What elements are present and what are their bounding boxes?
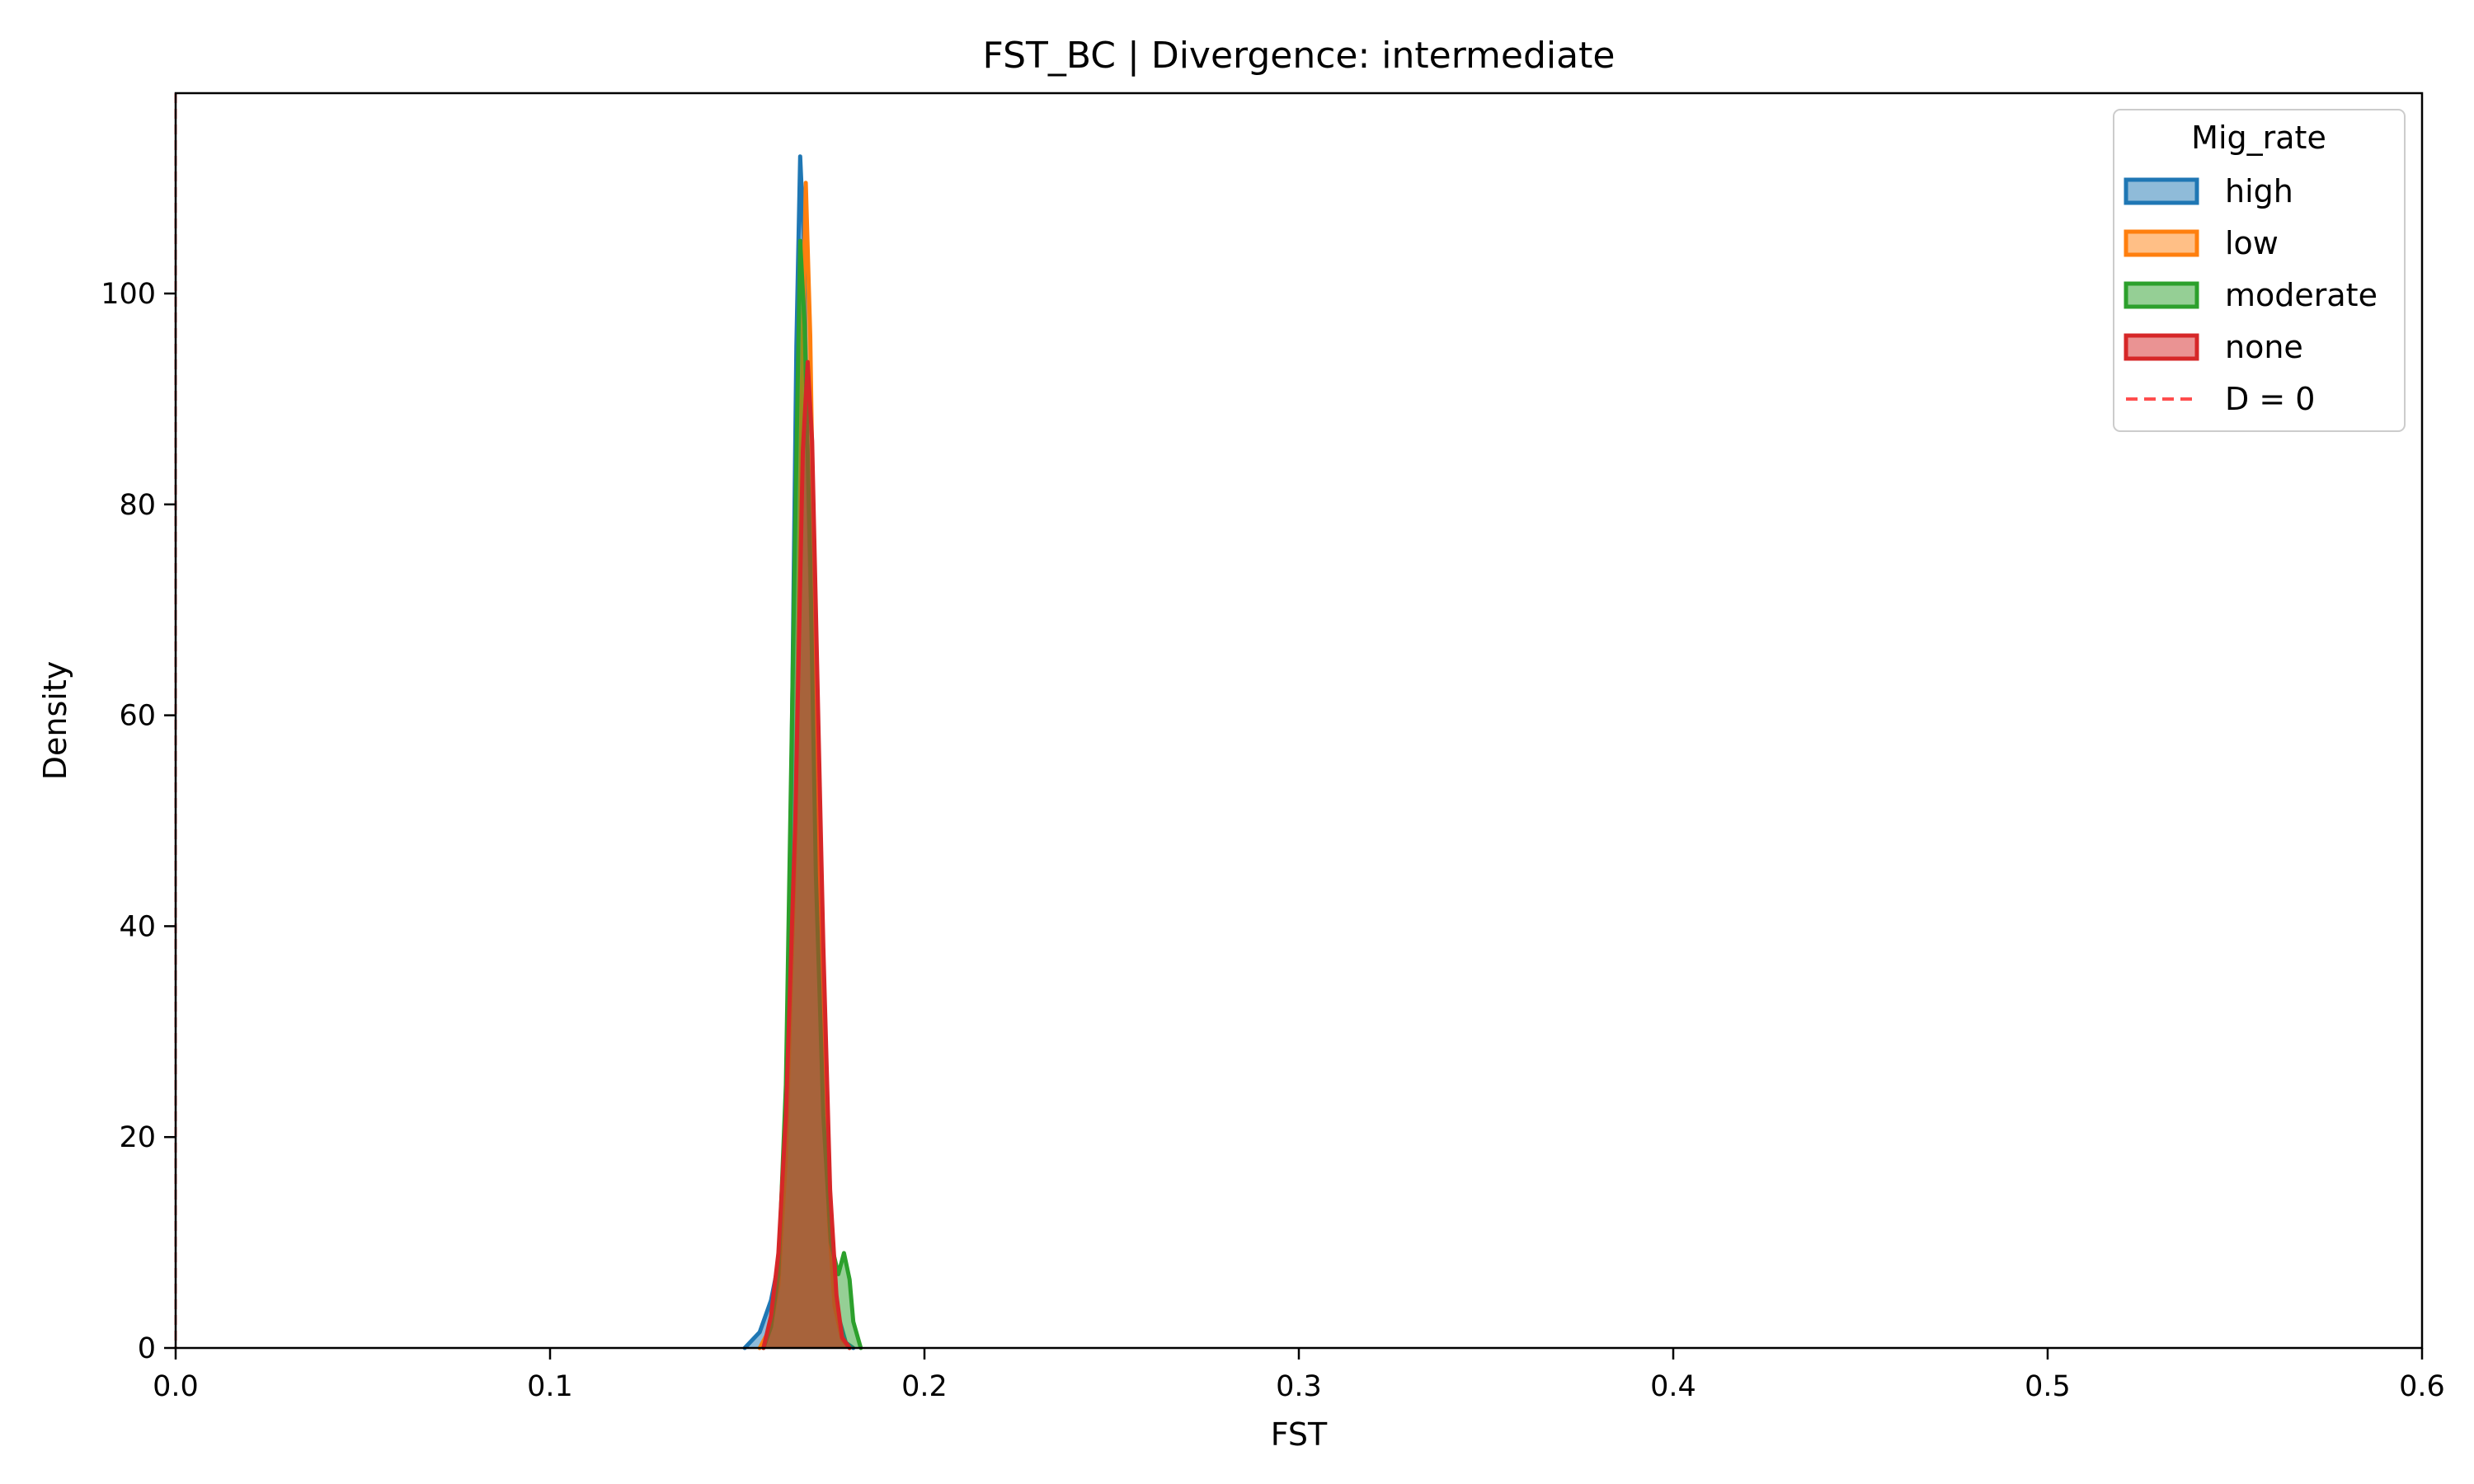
x-axis-label: FST <box>1271 1416 1328 1453</box>
y-tick-label: 80 <box>119 489 156 522</box>
legend-swatch-moderate <box>2124 281 2199 309</box>
legend: Mig_rate high low moderate none D = 0 <box>2113 109 2406 432</box>
y-tick-label: 20 <box>119 1121 156 1154</box>
x-tick-label: 0.6 <box>2399 1370 2445 1403</box>
series-line-none <box>761 359 852 1350</box>
x-tick-label: 0.3 <box>1276 1370 1322 1403</box>
x-tick-label: 0.5 <box>2025 1370 2071 1403</box>
legend-swatch-high <box>2124 177 2199 205</box>
y-tick-label: 0 <box>138 1332 156 1365</box>
x-tick-label: 0.1 <box>527 1370 573 1403</box>
legend-swatch-low <box>2124 229 2199 257</box>
series-fill-none <box>763 362 850 1349</box>
y-tick-label: 40 <box>119 910 156 943</box>
y-tick-label: 100 <box>101 278 156 311</box>
legend-entries: high low moderate none D = 0 <box>2124 173 2378 417</box>
legend-label: low <box>2225 225 2279 261</box>
series-layer <box>742 154 863 1350</box>
x-tick-label: 0.2 <box>901 1370 948 1403</box>
y-axis: 0 20 40 60 80 100 <box>101 278 176 1365</box>
x-tick-label: 0.0 <box>153 1370 199 1403</box>
x-axis: 0.0 0.1 0.2 0.3 0.4 0.5 0.6 <box>153 1348 2445 1403</box>
chart-title: FST_BC | Divergence: intermediate <box>983 35 1616 77</box>
y-axis-label: Density <box>37 661 73 780</box>
legend-label: none <box>2225 329 2303 365</box>
y-tick-label: 60 <box>119 700 156 733</box>
legend-title: Mig_rate <box>2191 120 2326 156</box>
legend-swatch-none <box>2124 333 2199 361</box>
legend-label: high <box>2225 173 2293 209</box>
legend-label: moderate <box>2225 277 2378 313</box>
x-tick-label: 0.4 <box>1650 1370 1696 1403</box>
legend-label: D = 0 <box>2225 381 2315 417</box>
